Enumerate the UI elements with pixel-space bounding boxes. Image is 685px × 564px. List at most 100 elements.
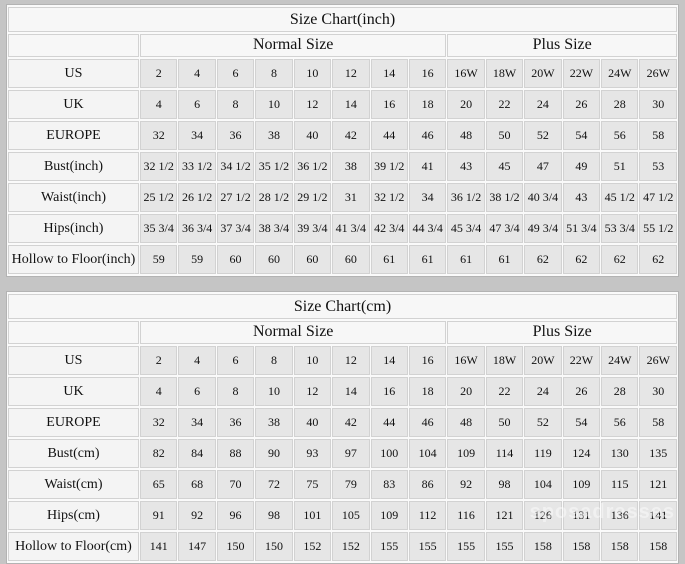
size-value-cell: 4 (140, 90, 178, 119)
size-value-cell: 60 (293, 245, 332, 274)
size-value-cell: 141 (140, 532, 178, 561)
size-value-cell: 72 (255, 470, 293, 499)
size-value-cell: 22W (562, 346, 601, 375)
size-value-cell: 28 (601, 90, 639, 119)
size-value-cell: 109 (447, 439, 485, 468)
size-value-cell: 155 (447, 532, 485, 561)
size-value-cell: 61 (447, 245, 485, 274)
size-value-cell: 90 (255, 439, 293, 468)
size-value-cell: 14 (370, 59, 408, 88)
size-chart-cm-table: Size Chart(cm) Normal Size Plus Size US 2 4 6 8… (6, 291, 679, 564)
row-label: Waist(inch) (8, 183, 139, 212)
size-value-cell: 30 (639, 377, 677, 406)
size-value-cell: 42 3/4 (370, 214, 408, 243)
size-value-cell: 4 (178, 346, 216, 375)
table-title: Size Chart(cm) (8, 294, 677, 319)
size-value-cell: 53 3/4 (601, 214, 639, 243)
size-value-cell: 79 (332, 470, 370, 499)
table-row: Bust(inch) 32 1/2 33 1/2 34 1/2 35 1/2 36 1/2… (8, 152, 677, 181)
size-value-cell: 12 (332, 59, 370, 88)
size-value-cell: 53 (639, 152, 677, 181)
size-value-cell: 32 1/2 (370, 183, 408, 212)
size-value-cell: 14 (332, 377, 370, 406)
size-value-cell: 68 (178, 470, 216, 499)
table-row: EUROPE 32 34 36 38 40 42 44 46 48 50 52 54 56 58 (8, 408, 677, 437)
size-value-cell: 131 (562, 501, 601, 530)
size-value-cell: 158 (524, 532, 562, 561)
size-value-cell: 75 (293, 470, 332, 499)
size-value-cell: 47 3/4 (485, 214, 524, 243)
size-value-cell: 92 (178, 501, 216, 530)
size-value-cell: 39 1/2 (370, 152, 408, 181)
row-label: UK (8, 90, 139, 119)
size-value-cell: 16 (408, 346, 447, 375)
size-value-cell: 24 (524, 90, 562, 119)
size-value-cell: 40 3/4 (524, 183, 562, 212)
table-row: Hips(cm) 91 92 96 98 101 105 109 112 116 121 126 131… (8, 501, 677, 530)
size-value-cell: 155 (485, 532, 524, 561)
size-value-cell: 8 (216, 377, 255, 406)
size-value-cell: 121 (485, 501, 524, 530)
size-value-cell: 2 (140, 346, 178, 375)
size-value-cell: 16W (447, 59, 485, 88)
size-value-cell: 136 (601, 501, 639, 530)
size-value-cell: 60 (332, 245, 370, 274)
size-value-cell: 115 (601, 470, 639, 499)
size-value-cell: 10 (255, 377, 293, 406)
size-value-cell: 51 3/4 (562, 214, 601, 243)
size-value-cell: 49 (562, 152, 601, 181)
size-value-cell: 8 (255, 59, 293, 88)
size-value-cell: 43 (562, 183, 601, 212)
size-value-cell: 50 (485, 121, 524, 150)
size-value-cell: 45 1/2 (601, 183, 639, 212)
size-value-cell: 22 (485, 377, 524, 406)
size-value-cell: 52 (524, 121, 562, 150)
table-row: Hollow to Floor(inch) 59 59 60 60 60 60 61 61 61 6… (8, 245, 677, 274)
size-value-cell: 42 (332, 121, 370, 150)
size-value-cell: 121 (639, 470, 677, 499)
size-value-cell: 130 (601, 439, 639, 468)
size-value-cell: 4 (140, 377, 178, 406)
row-label: Bust(cm) (8, 439, 139, 468)
table-row: UK 4 6 8 10 12 14 16 18 20 22 24 26 28 30 (8, 377, 677, 406)
row-label: UK (8, 377, 139, 406)
size-value-cell: 40 (293, 408, 332, 437)
size-value-cell: 24W (601, 346, 639, 375)
size-value-cell: 26 (562, 90, 601, 119)
corner-cell (8, 34, 139, 57)
size-value-cell: 150 (255, 532, 293, 561)
size-value-cell: 104 (408, 439, 447, 468)
size-value-cell: 97 (332, 439, 370, 468)
size-value-cell: 12 (293, 377, 332, 406)
size-value-cell: 28 1/2 (255, 183, 293, 212)
size-value-cell: 34 (408, 183, 447, 212)
size-value-cell: 58 (639, 121, 677, 150)
size-value-cell: 44 (370, 121, 408, 150)
size-value-cell: 59 (140, 245, 178, 274)
size-value-cell: 62 (639, 245, 677, 274)
size-value-cell: 112 (408, 501, 447, 530)
size-group-header: Plus Size (447, 34, 677, 57)
size-value-cell: 158 (562, 532, 601, 561)
size-value-cell: 70 (216, 470, 255, 499)
size-value-cell: 35 3/4 (140, 214, 178, 243)
size-value-cell: 42 (332, 408, 370, 437)
size-value-cell: 135 (639, 439, 677, 468)
size-value-cell: 98 (255, 501, 293, 530)
size-value-cell: 38 3/4 (255, 214, 293, 243)
size-value-cell: 155 (370, 532, 408, 561)
size-value-cell: 16 (408, 59, 447, 88)
size-value-cell: 4 (178, 59, 216, 88)
size-value-cell: 119 (524, 439, 562, 468)
size-value-cell: 62 (601, 245, 639, 274)
size-value-cell: 36 1/2 (447, 183, 485, 212)
size-value-cell: 60 (255, 245, 293, 274)
size-value-cell: 6 (178, 377, 216, 406)
size-chart-inch-table: Size Chart(inch) Normal Size Plus Size US 2 4… (6, 4, 679, 277)
size-value-cell: 22W (562, 59, 601, 88)
size-value-cell: 18W (485, 346, 524, 375)
size-value-cell: 155 (408, 532, 447, 561)
size-value-cell: 36 3/4 (178, 214, 216, 243)
size-value-cell: 38 (332, 152, 370, 181)
size-value-cell: 10 (293, 59, 332, 88)
